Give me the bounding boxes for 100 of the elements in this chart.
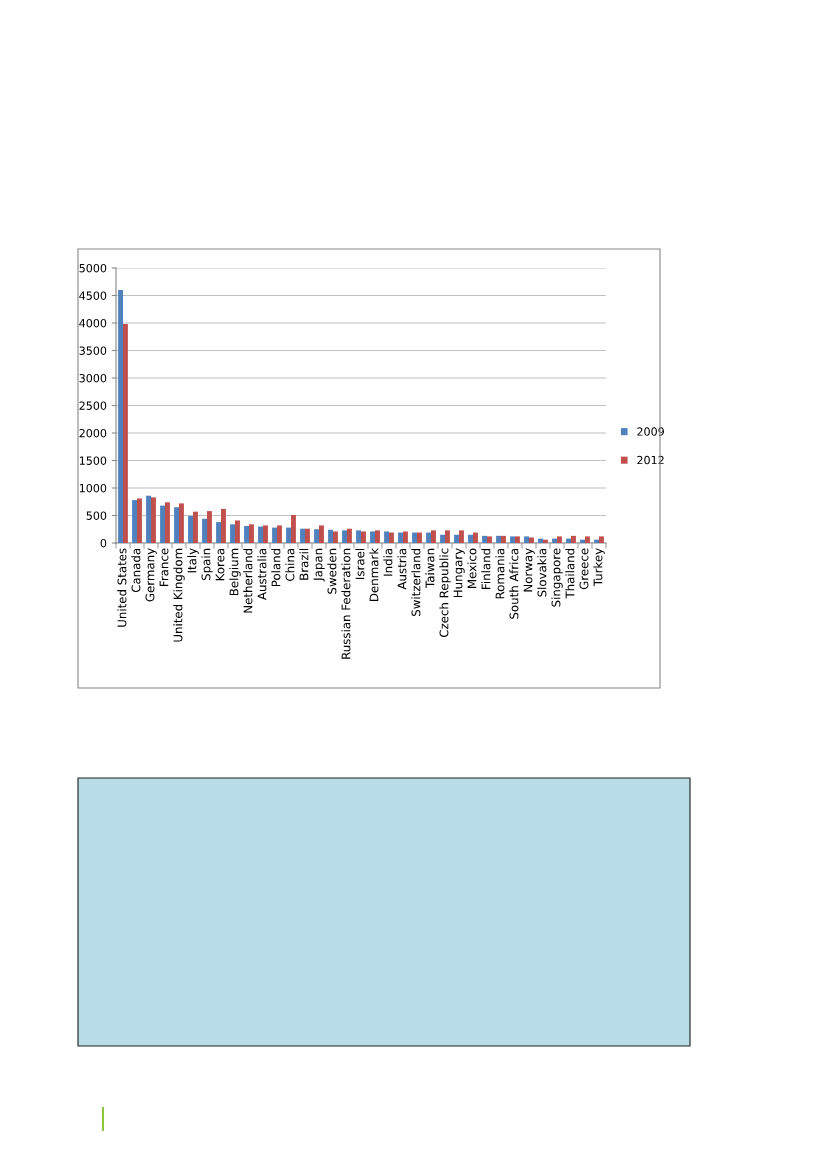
bar (146, 495, 151, 543)
bar (398, 532, 403, 543)
bar (356, 530, 361, 543)
x-tick-label: Netherland (243, 548, 253, 613)
bar (132, 500, 137, 543)
x-tick-label: Australia (257, 548, 267, 600)
x-tick-label: Czech Republic (439, 548, 451, 638)
bar (216, 522, 221, 543)
x-tick-label: Greece (579, 548, 589, 590)
bar (179, 503, 184, 543)
bar (230, 524, 235, 543)
bar (501, 535, 506, 543)
x-tick-label: Belgium (229, 548, 241, 596)
bar (244, 525, 249, 543)
bar (468, 534, 473, 543)
legend-label: 2009 (637, 427, 664, 436)
bar (300, 528, 305, 543)
bar (487, 536, 492, 543)
y-tick-label: 4000 (79, 318, 107, 328)
y-tick-label: 5000 (79, 263, 107, 273)
bar (258, 526, 263, 543)
bar (403, 531, 408, 543)
x-tick-label: Italy (187, 548, 199, 573)
x-tick-label: Finland (481, 548, 491, 589)
bar (557, 536, 562, 543)
bar (235, 520, 240, 543)
bar (580, 539, 585, 543)
bar (207, 511, 212, 543)
legend-label: 2012 (637, 455, 664, 465)
bar (417, 532, 422, 543)
x-tick-label: Japan (313, 548, 325, 582)
x-tick-label: Sweden (327, 548, 337, 594)
y-tick-label: 1000 (79, 483, 107, 493)
x-tick-label: Poland (271, 548, 281, 587)
x-tick-label: Norway (523, 548, 535, 592)
bar (524, 536, 529, 543)
x-tick-label: Romania (495, 548, 505, 599)
x-tick-label: Slovakia (537, 548, 547, 597)
bar (188, 516, 193, 543)
y-tick-label: 500 (86, 511, 107, 520)
x-tick-label: South Africa (509, 548, 519, 619)
bar (174, 507, 179, 543)
x-tick-label: Taiwan (425, 548, 435, 589)
x-tick-label: Canada (131, 548, 141, 593)
x-tick-label: India (383, 548, 393, 576)
x-tick-label: Spain (201, 548, 213, 581)
x-tick-label: Turkey (593, 548, 605, 587)
bar (291, 514, 296, 543)
x-tick-label: France (159, 548, 169, 586)
bar (277, 525, 282, 543)
bar (286, 527, 291, 543)
bar (370, 531, 375, 543)
bar (571, 535, 576, 543)
bar (319, 525, 324, 543)
bar (123, 324, 128, 543)
bar (510, 536, 515, 543)
bar (347, 528, 352, 543)
bar (333, 531, 338, 543)
bar (221, 508, 226, 543)
x-tick-label: Brazil (299, 548, 309, 580)
bar (431, 530, 436, 543)
bar (482, 535, 487, 543)
bar (599, 536, 604, 543)
bar (263, 525, 268, 543)
x-tick-label: Thailand (565, 548, 575, 599)
bar (118, 290, 123, 543)
bar (473, 532, 478, 543)
x-tick-label: Israel (355, 548, 365, 579)
y-tick-label: 4500 (79, 291, 107, 300)
bar (151, 497, 156, 543)
bar (552, 538, 557, 543)
bar (515, 536, 520, 543)
bar (375, 530, 380, 543)
bar (440, 534, 445, 543)
bar (538, 538, 543, 543)
bar (160, 505, 165, 543)
x-tick-label: Germany (145, 548, 157, 602)
y-tick-label: 2500 (79, 401, 107, 410)
bar (566, 538, 571, 543)
bar (594, 539, 599, 543)
bar (202, 518, 207, 543)
bar (454, 534, 459, 543)
x-tick-label: Hungary (453, 548, 465, 598)
bar (529, 537, 534, 543)
bar (585, 536, 590, 543)
bar (193, 511, 198, 543)
y-tick-label: 0 (100, 538, 107, 548)
y-tick-label: 1500 (79, 456, 107, 465)
x-tick-label: Switzerland (411, 548, 421, 616)
y-tick-label: 3500 (79, 346, 107, 355)
bar (314, 529, 319, 543)
x-tick-label: United States (117, 548, 127, 627)
bar (384, 531, 389, 543)
bar (445, 530, 450, 543)
bar (137, 498, 142, 543)
x-tick-label: China (285, 548, 295, 581)
x-tick-label: Austria (397, 548, 407, 590)
bar (342, 530, 347, 543)
bar (543, 539, 548, 543)
x-tick-label: Russian Federation (341, 548, 351, 659)
